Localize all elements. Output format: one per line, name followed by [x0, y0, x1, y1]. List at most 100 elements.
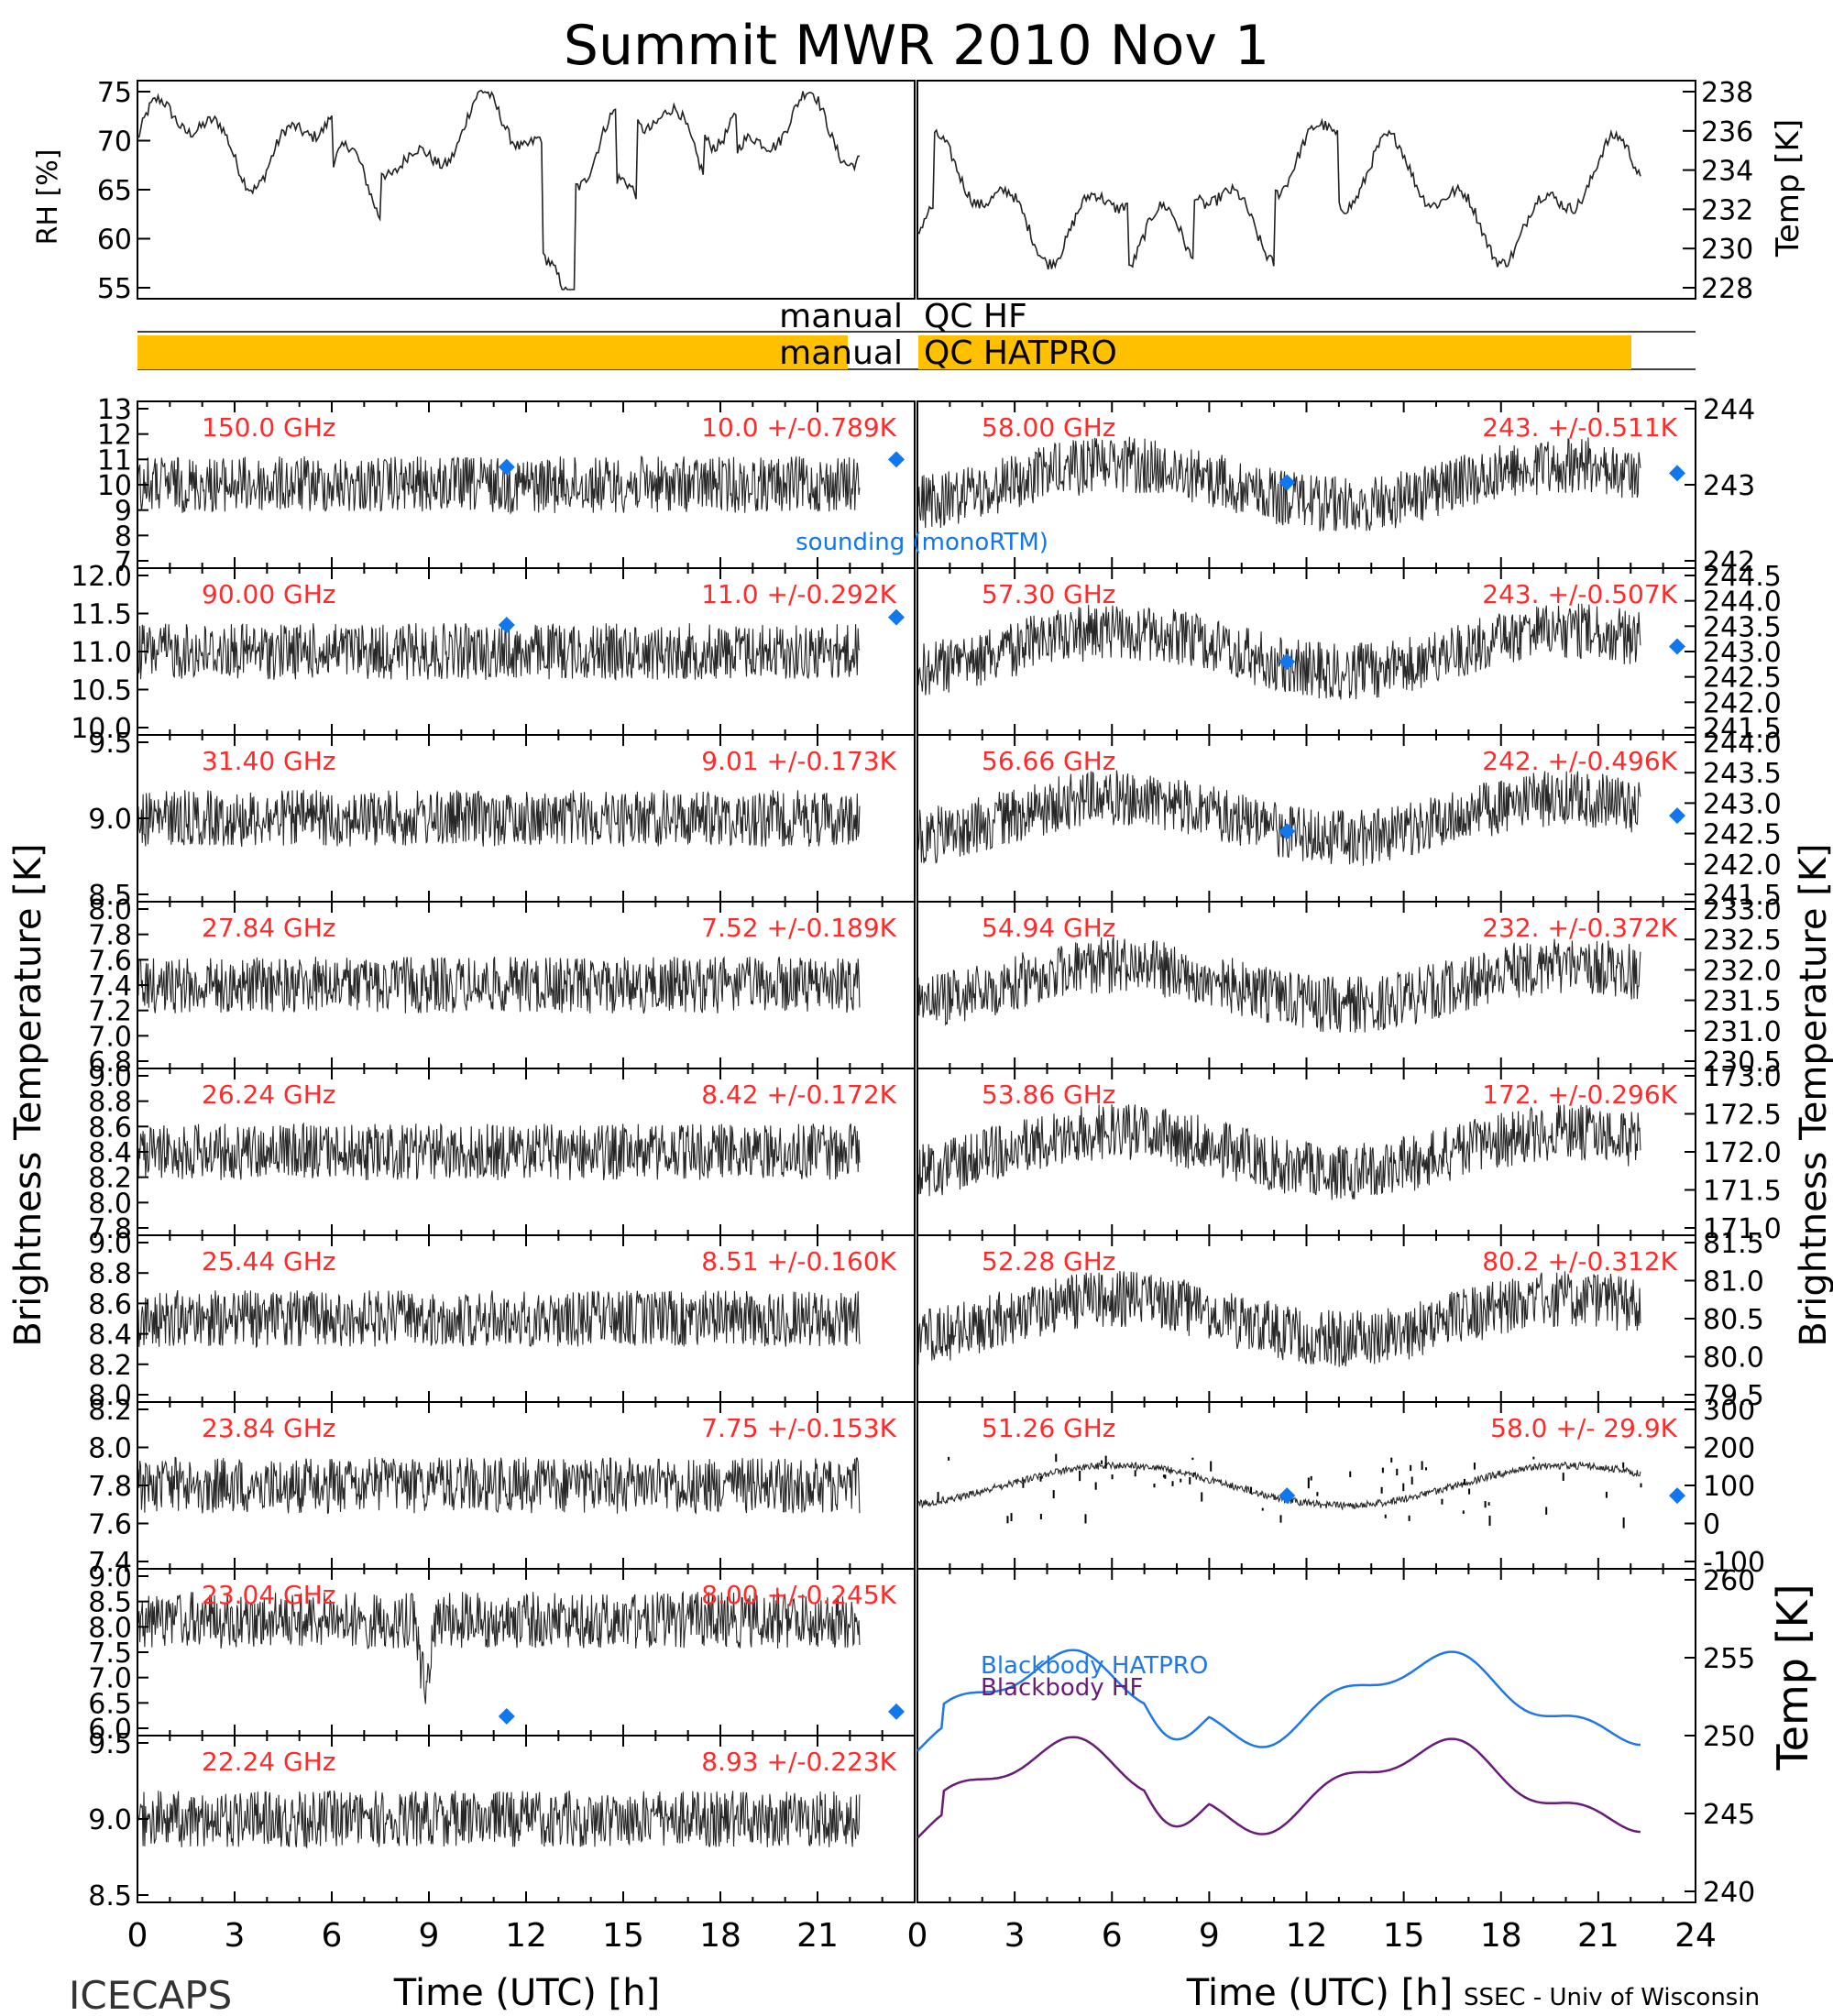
channel-ytick-label: 172.5 [1703, 1100, 1782, 1132]
channel-frequency-label: 25.44 GHz [202, 1246, 336, 1276]
channel-trace [916, 1104, 1641, 1200]
channel-outlier [1094, 1482, 1097, 1490]
channel-outlier [1111, 1474, 1114, 1480]
channel-outlier [1462, 1510, 1465, 1514]
qc-hatpro-bar-right [918, 335, 1631, 369]
channel-outlier [1622, 1517, 1625, 1528]
channel-outlier [1425, 1467, 1428, 1471]
x-label-right: Time (UTC) [h] [1186, 1972, 1453, 2014]
channel-frequency-label: 52.28 GHz [982, 1246, 1116, 1276]
sounding-marker [1669, 465, 1685, 482]
channel-frequency-label: 90.00 GHz [202, 579, 336, 609]
channel-outlier [1532, 1456, 1535, 1460]
x-tick-label-left: 3 [225, 1917, 246, 1955]
channel-outlier [1192, 1472, 1195, 1476]
channel-outlier [1171, 1481, 1174, 1486]
channel-outlier [1441, 1498, 1443, 1505]
channel-ytick-label: 7.4 [88, 970, 132, 1003]
x-tick-label-right: 12 [1286, 1917, 1328, 1955]
x-label-left: Time (UTC) [h] [393, 1972, 660, 2014]
channel-trace [137, 1591, 861, 1704]
channel-outlier [1210, 1461, 1213, 1472]
met-tick-label: 65 [97, 175, 132, 207]
channel-stat-label: 8.42 +/-0.172K [701, 1079, 896, 1110]
qc-hatpro-bar-left [137, 335, 848, 369]
channel-ytick-label: 10 [97, 470, 132, 502]
channel-panel: 9.5 9.0 8.5 31.40 GHz 9.01 +/-0.173K [88, 728, 916, 912]
figure-title: Summit MWR 2010 Nov 1 [564, 14, 1269, 78]
channel-stat-label: 242. +/-0.496K [1482, 746, 1677, 776]
channel-ytick-label: 8.8 [88, 1087, 132, 1119]
channel-ytick-label: 300 [1703, 1395, 1755, 1427]
channel-outlier [1463, 1478, 1465, 1485]
channel-ytick-label: 171.0 [1703, 1213, 1782, 1245]
x-tick-label-right: 21 [1577, 1917, 1619, 1955]
channel-ytick-label: 233.0 [1703, 894, 1782, 926]
channel-outlier [1380, 1486, 1383, 1494]
channel-frequency-label: 23.84 GHz [202, 1413, 336, 1443]
x-tick-label-left: 9 [419, 1917, 440, 1955]
qc-hatpro-label-left: manual [779, 334, 903, 372]
channel-outlier [1410, 1476, 1413, 1485]
sounding-marker [498, 458, 515, 476]
channel-ytick-label: 7.0 [88, 1663, 132, 1695]
channel-outlier [1473, 1463, 1476, 1470]
channel-trace [137, 455, 861, 515]
channel-frequency-label: 23.04 GHz [202, 1580, 336, 1610]
channel-outlier [1484, 1501, 1487, 1508]
channel-ytick-label: 0 [1703, 1509, 1720, 1541]
channel-trace [916, 436, 1641, 531]
met-tick-label: 232 [1701, 194, 1753, 226]
channel-stat-label: 243. +/-0.511K [1482, 412, 1677, 443]
channel-ytick-label: 242.5 [1703, 819, 1782, 851]
channel-panel: 12.0 11.5 11.0 10.5 10.0 90.00 GHz 11.0 +/-0.2… [71, 561, 916, 745]
channel-ytick-label: 232.0 [1703, 955, 1782, 987]
channel-outlier [1084, 1514, 1087, 1524]
met-tick-label: 75 [97, 77, 132, 109]
channel-ytick-label: 6.8 [88, 1046, 132, 1079]
channel-outlier [1079, 1471, 1081, 1482]
sounding-marker [1279, 823, 1296, 840]
channel-ytick-label: 7.8 [88, 920, 132, 952]
channel-outlier [1039, 1514, 1042, 1520]
blackbody-hf-legend: Blackbody HF [981, 1674, 1143, 1702]
channel-trace [916, 937, 1641, 1033]
channel-trace [137, 790, 861, 847]
channel-panel: 8.07.87.67.47.27.06.8 27.84 GHz 7.52 +/-0.… [88, 894, 916, 1079]
channel-outlier [1468, 1488, 1471, 1495]
channel-outlier [1488, 1515, 1491, 1527]
x-axis: 0 3 6 9 12 15 18 21 0 3 6 9 12 15 18 21 24 [127, 1917, 1717, 1955]
rh-panel: 75 70 65 60 55 [97, 77, 916, 305]
channel-ytick-label: 8.0 [88, 1433, 132, 1465]
channel-ytick-label: 8.0 [88, 1188, 132, 1220]
channel-frequency-label: 56.66 GHz [982, 746, 1116, 776]
channel-ytick-label: 9.5 [88, 728, 132, 760]
channel-panel: 300 200 100 0 -100 51.26 GHz 58.0 +/- 29.9K [916, 1395, 1765, 1579]
channel-outlier [1545, 1507, 1548, 1515]
rh-axis-label: RH [%] [32, 149, 64, 246]
channel-trace [916, 1461, 1641, 1511]
channel-frequency-label: 51.26 GHz [982, 1413, 1116, 1443]
channel-outlier [1349, 1471, 1352, 1478]
x-tick-label-left: 6 [322, 1917, 343, 1955]
channel-outlier [1180, 1478, 1182, 1483]
qc-hf-label-right: QC HF [924, 298, 1027, 335]
channel-outlier [1316, 1492, 1319, 1496]
channel-outlier [1249, 1486, 1252, 1494]
channel-ytick-label: 8.6 [88, 1112, 132, 1144]
channel-trace [916, 1270, 1641, 1367]
channel-frequency-label: 31.40 GHz [202, 746, 336, 776]
channel-ytick-label: 244.0 [1703, 586, 1782, 619]
channel-panel: 9.08.88.68.48.28.0 25.44 GHz 8.51 +/-0.160… [88, 1228, 916, 1412]
footer-right: SSEC - Univ of Wisconsin [1464, 1984, 1760, 2011]
sounding-marker [1669, 1487, 1685, 1505]
met-tick-label: 236 [1701, 116, 1753, 148]
channel-ytick-label: 173.0 [1703, 1061, 1782, 1093]
channel-ytick-label: 7.0 [88, 1021, 132, 1053]
channel-panel: 9.5 9.0 8.5 22.24 GHz 8.93 +/-0.223K [88, 1728, 916, 1912]
sounding-marker [888, 451, 905, 468]
channel-ytick-label: 242.0 [1703, 687, 1782, 719]
channel-ytick-label: 7.8 [88, 1471, 132, 1503]
channel-ytick-label: 243.0 [1703, 637, 1782, 669]
channel-ytick-label: 241.5 [1703, 880, 1782, 912]
